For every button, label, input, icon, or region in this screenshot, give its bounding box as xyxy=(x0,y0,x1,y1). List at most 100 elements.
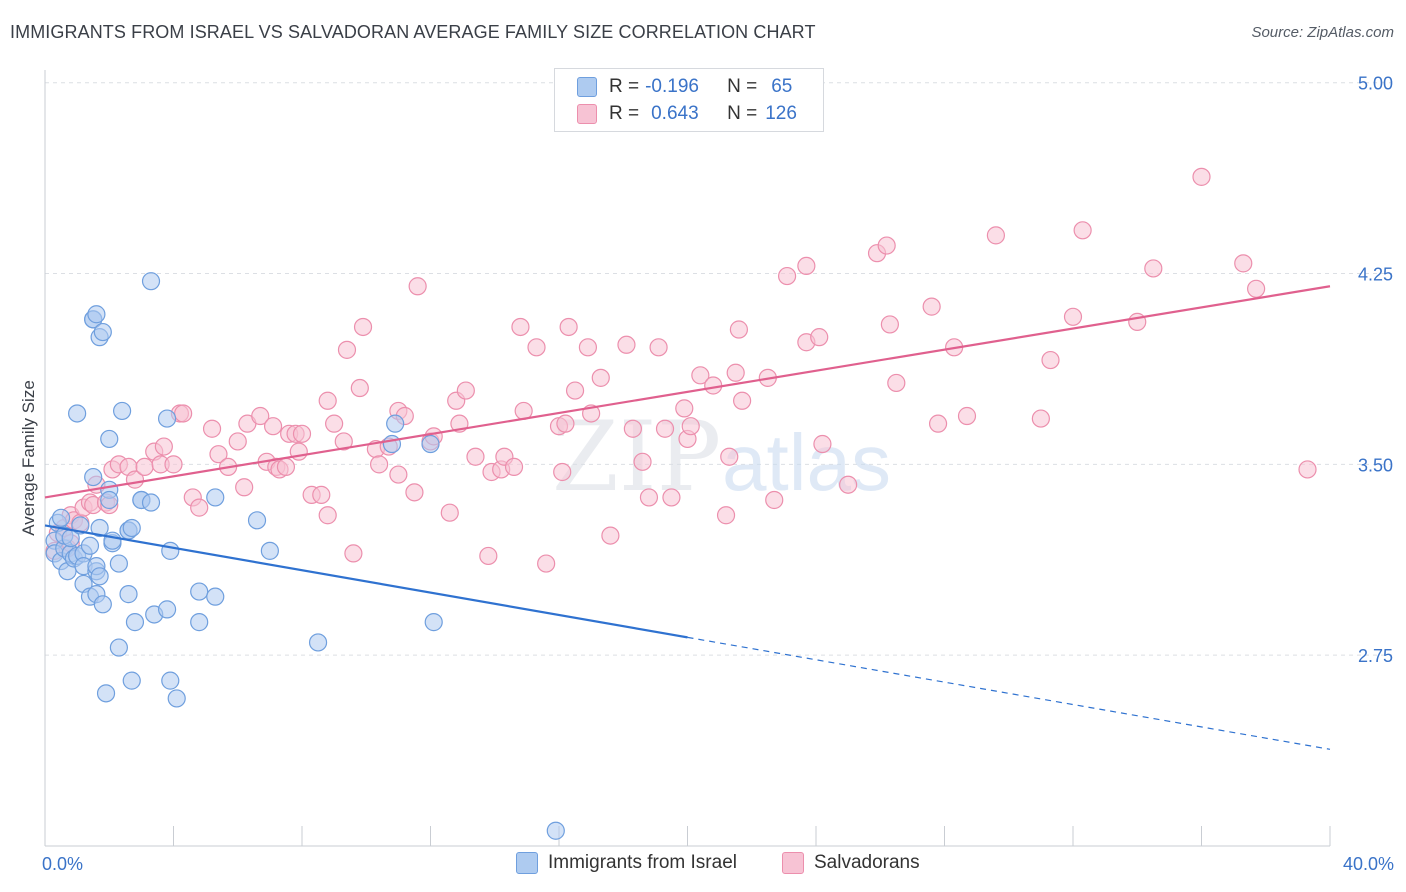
salvadoran-point xyxy=(1298,460,1317,479)
israel-point xyxy=(382,434,402,454)
israel-point xyxy=(68,404,87,423)
israel-points xyxy=(45,272,565,840)
salvadoran-point xyxy=(537,554,556,573)
source-credit: Source: ZipAtlas.com xyxy=(1251,24,1394,41)
israel-point xyxy=(96,684,116,703)
israel-point xyxy=(386,414,405,433)
trend-lines xyxy=(44,285,1331,750)
salvadoran-point xyxy=(591,368,610,387)
salvadoran-point xyxy=(639,488,659,507)
series-legend: Immigrants from Israel Salvadorans xyxy=(0,852,1406,878)
salvadoran-point xyxy=(733,391,752,410)
salvadoran-point xyxy=(565,381,585,400)
salvadoran-points xyxy=(45,167,1317,573)
salvadoran-point xyxy=(154,437,173,456)
salvadoran-point xyxy=(292,424,312,443)
salvadoran-swatch xyxy=(577,104,597,124)
salvadoran-point xyxy=(312,485,331,504)
salvadoran-point xyxy=(957,406,977,426)
salvadoran-point xyxy=(318,391,337,410)
legend-label-salvadoran: Salvadorans xyxy=(814,852,920,873)
n-value: 126 xyxy=(765,103,797,124)
r-value: -0.196 xyxy=(645,76,699,97)
israel-point xyxy=(87,305,106,324)
salvadoran-point xyxy=(276,457,296,477)
israel-point xyxy=(100,429,119,449)
israel-point xyxy=(308,633,328,652)
salvadoran-point xyxy=(726,363,745,382)
israel-point xyxy=(71,516,90,535)
salvadoran-point xyxy=(922,297,941,316)
salvadoran-point xyxy=(1031,409,1050,428)
salvadoran-point xyxy=(344,544,363,563)
salvadoran-point xyxy=(251,406,270,426)
salvadoran-point xyxy=(456,381,475,400)
salvadoran-point xyxy=(408,277,427,296)
salvadoran-point xyxy=(553,462,572,482)
israel-point xyxy=(90,567,109,586)
salvadoran-point xyxy=(511,317,530,337)
salvadoran-trend-line xyxy=(44,285,1331,499)
israel-point xyxy=(51,508,71,527)
israel-point xyxy=(161,541,180,560)
salvadoran-point xyxy=(370,455,389,474)
israel-point xyxy=(112,401,132,421)
salvadoran-point xyxy=(675,399,694,418)
salvadoran-point xyxy=(1073,221,1092,240)
israel-point xyxy=(167,689,186,708)
salvadoran-point xyxy=(691,366,710,385)
salvadoran-point xyxy=(164,455,183,474)
salvadoran-point xyxy=(190,498,209,517)
salvadoran-point xyxy=(655,419,675,438)
salvadoran-point xyxy=(777,266,797,286)
y-axis-title: Average Family Size xyxy=(19,380,38,536)
salvadoran-point xyxy=(1041,350,1060,370)
salvadoran-point xyxy=(810,328,829,347)
salvadoran-point xyxy=(389,465,408,484)
israel-point xyxy=(190,613,209,632)
salvadoran-point xyxy=(318,506,337,525)
salvadoran-point xyxy=(729,320,749,339)
legend-row-israel: R = -0.196 N = 65 xyxy=(577,75,792,99)
israel-point xyxy=(161,671,180,690)
salvadoran-point xyxy=(839,475,858,494)
n-label: N = xyxy=(727,76,758,97)
salvadoran-point xyxy=(720,447,739,466)
legend-label-israel: Immigrants from Israel xyxy=(548,852,737,873)
salvadoran-point xyxy=(601,526,620,545)
israel-point xyxy=(80,536,100,555)
israel-point xyxy=(260,541,279,560)
legend-item-salvadoran: Salvadorans xyxy=(782,852,920,874)
salvadoran-point xyxy=(559,317,578,337)
israel-swatch xyxy=(516,852,538,874)
israel-point xyxy=(103,531,122,550)
salvadoran-point xyxy=(633,452,652,471)
salvadoran-point xyxy=(235,478,254,497)
israel-point xyxy=(100,490,119,510)
salvadoran-point xyxy=(649,338,668,357)
israel-point xyxy=(141,272,161,291)
salvadoran-point xyxy=(986,226,1006,245)
salvadoran-point xyxy=(1144,259,1163,278)
salvadoran-point xyxy=(887,373,906,393)
x-tick-label: 40.0% xyxy=(1343,854,1394,874)
salvadoran-point xyxy=(928,414,948,433)
watermark-atlas: atlas xyxy=(722,418,891,507)
israel-point xyxy=(141,493,161,512)
israel-swatch xyxy=(577,77,597,97)
salvadoran-point xyxy=(1063,307,1083,326)
salvadoran-point xyxy=(228,432,247,451)
salvadoran-point xyxy=(765,490,784,510)
x-tick-labels: 0.0% 40.0% xyxy=(42,854,1394,874)
salvadoran-point xyxy=(337,340,357,359)
israel-trend-line xyxy=(44,524,688,639)
salvadoran-point xyxy=(174,404,193,423)
israel-point xyxy=(190,582,209,601)
israel-point xyxy=(93,595,112,614)
salvadoran-point xyxy=(617,335,636,354)
x-tick-label: 0.0% xyxy=(42,854,83,874)
salvadoran-point xyxy=(813,434,832,454)
salvadoran-point xyxy=(527,338,546,357)
israel-point xyxy=(424,613,443,632)
legend-item-israel: Immigrants from Israel xyxy=(516,852,737,874)
